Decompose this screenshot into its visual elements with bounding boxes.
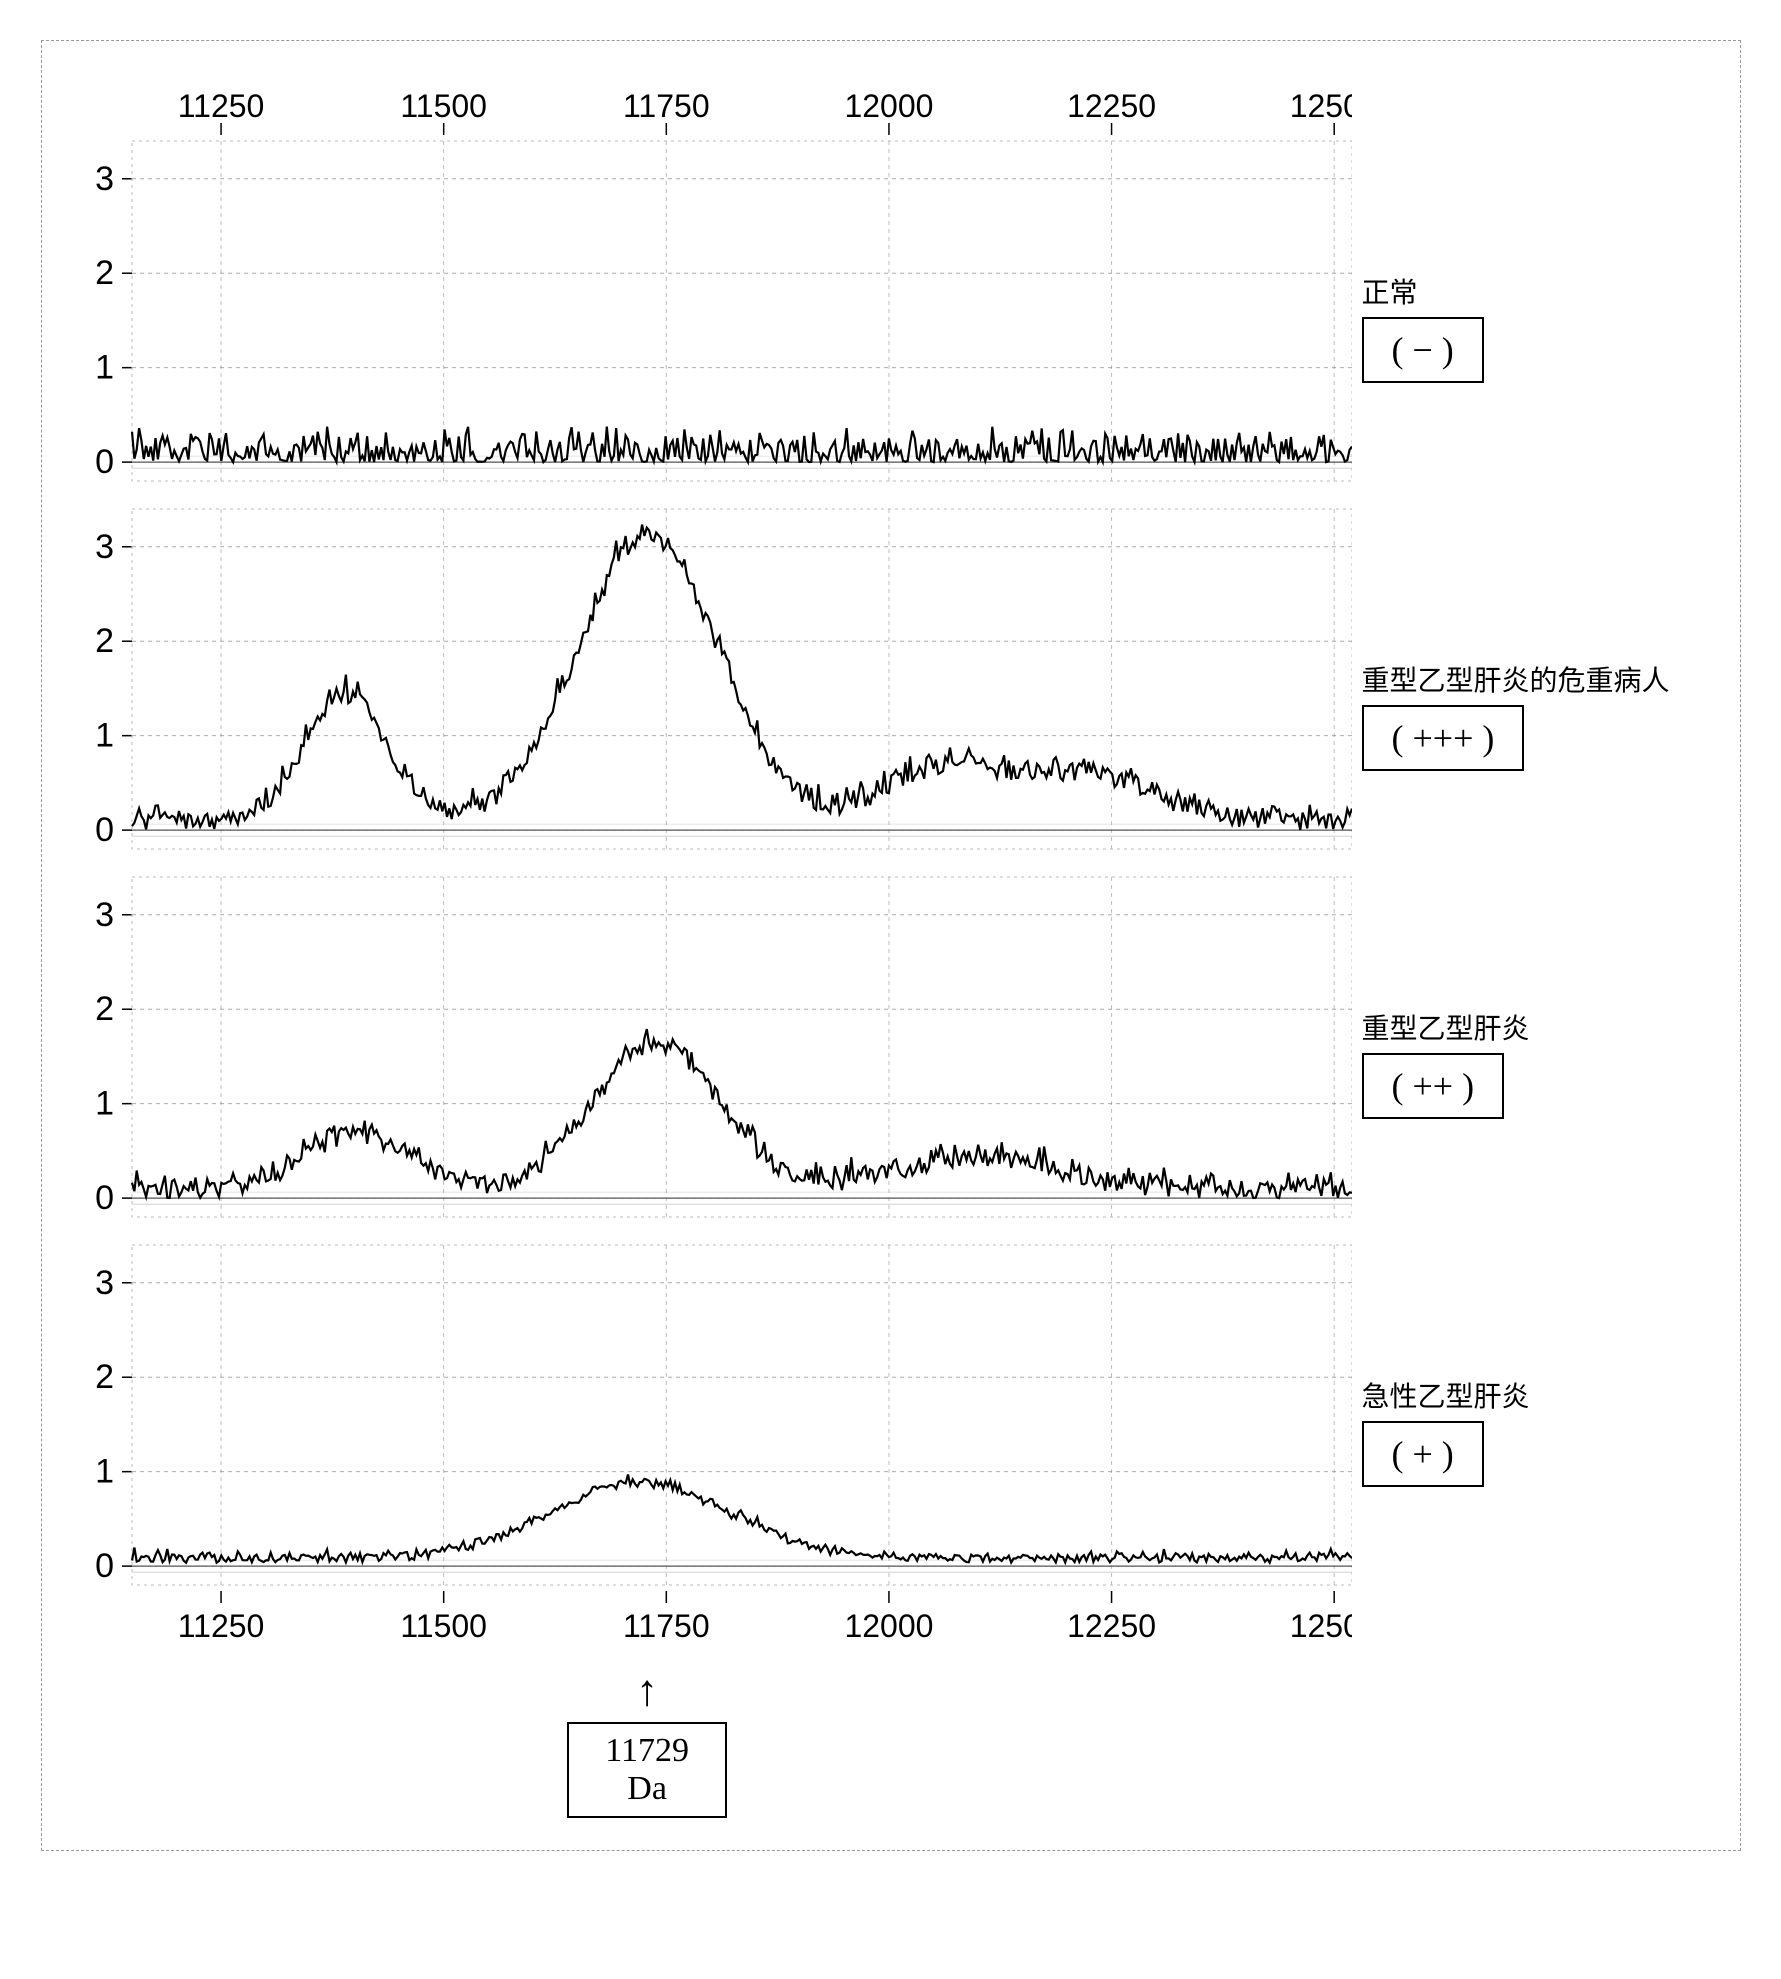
panel-severe-legend: 重型乙型肝炎 ( ++ ) [1362, 1007, 1530, 1119]
panel-acute-trace [132, 1475, 1352, 1563]
peak-annotation: ↑ 11729 Da [567, 1665, 727, 1818]
svg-text:11500: 11500 [400, 1608, 487, 1644]
panel-acute-legend-symbol: ( + ) [1362, 1421, 1484, 1487]
svg-text:3: 3 [95, 160, 114, 198]
svg-text:2: 2 [95, 1358, 114, 1396]
svg-text:12000: 12000 [844, 88, 933, 124]
svg-text:1: 1 [95, 349, 114, 387]
panel-severe-legend-symbol: ( ++ ) [1362, 1053, 1505, 1119]
outer-dashed-frame: 11250 11500 11750 12000 12250 12500 0 1 2 3 0 1 2 3 0 1… [41, 40, 1741, 1851]
svg-text:1: 1 [95, 1085, 114, 1123]
svg-text:11750: 11750 [623, 1608, 710, 1644]
panel-severe-critical-legend-title: 重型乙型肝炎的危重病人 [1362, 659, 1670, 699]
svg-text:3: 3 [95, 896, 114, 934]
svg-text:1: 1 [95, 1453, 114, 1491]
svg-text:0: 0 [95, 443, 114, 481]
peak-arrow-icon: ↑ [567, 1665, 727, 1716]
svg-text:3: 3 [95, 528, 114, 566]
svg-text:11250: 11250 [177, 88, 264, 124]
svg-text:2: 2 [95, 622, 114, 660]
chart-area: 11250 11500 11750 12000 12250 12500 0 1 2 3 0 1 2 3 0 1… [62, 71, 1720, 1660]
svg-text:12250: 12250 [1067, 88, 1156, 124]
svg-text:2: 2 [95, 254, 114, 292]
panel-acute-legend: 急性乙型肝炎 ( + ) [1362, 1375, 1530, 1487]
panel-acute-legend-title: 急性乙型肝炎 [1362, 1375, 1530, 1415]
peak-label: 11729 Da [567, 1722, 727, 1818]
svg-text:11500: 11500 [400, 88, 487, 124]
panel-severe-critical-legend: 重型乙型肝炎的危重病人 ( +++ ) [1362, 659, 1670, 771]
spectra-plot-svg: 11250 11500 11750 12000 12250 12500 0 1 2 3 0 1 2 3 0 1… [62, 71, 1352, 1655]
panel-severe-trace [132, 1029, 1352, 1198]
panel-severe-critical-trace [132, 525, 1352, 830]
panel-normal-legend-symbol: ( − ) [1362, 317, 1484, 383]
svg-text:0: 0 [95, 1179, 114, 1217]
figure-container: 11250 11500 11750 12000 12250 12500 0 1 2 3 0 1 2 3 0 1… [41, 40, 1741, 1851]
svg-text:0: 0 [95, 1547, 114, 1585]
svg-text:12500: 12500 [1289, 88, 1351, 124]
panel-severe-critical-legend-symbol: ( +++ ) [1362, 705, 1525, 771]
svg-text:12250: 12250 [1067, 1608, 1156, 1644]
svg-text:0: 0 [95, 811, 114, 849]
svg-text:3: 3 [95, 1264, 114, 1302]
svg-text:2: 2 [95, 990, 114, 1028]
panel-normal-legend-title: 正常 [1362, 271, 1484, 311]
svg-text:1: 1 [95, 717, 114, 755]
panel-normal-legend: 正常 ( − ) [1362, 271, 1484, 383]
panel-normal-trace [132, 427, 1352, 463]
panel-severe-legend-title: 重型乙型肝炎 [1362, 1007, 1530, 1047]
svg-text:12500: 12500 [1289, 1608, 1351, 1644]
svg-text:11250: 11250 [177, 1608, 264, 1644]
legend-column: 正常 ( − ) 重型乙型肝炎的危重病人 ( +++ ) 重型乙型肝炎 ( ++ ) 急性乙… [1352, 71, 1712, 1655]
svg-text:12000: 12000 [844, 1608, 933, 1644]
svg-text:11750: 11750 [623, 88, 710, 124]
plot-column: 11250 11500 11750 12000 12250 12500 0 1 2 3 0 1 2 3 0 1… [62, 71, 1352, 1660]
